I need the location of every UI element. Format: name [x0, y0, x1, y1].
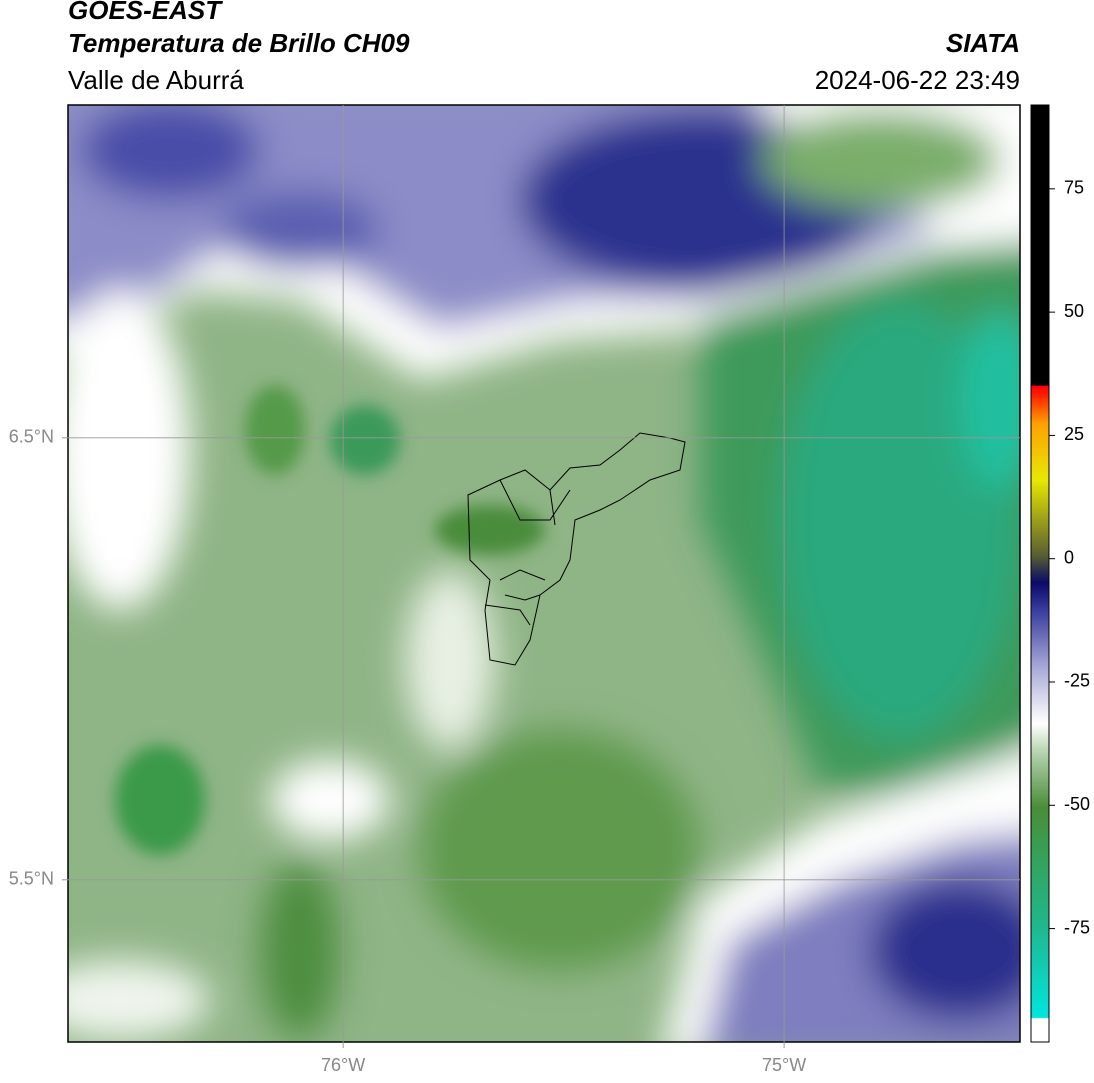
map-frame — [67, 104, 1021, 1043]
y-tick-label: 6.5°N — [9, 427, 54, 447]
colorbar-tick-label: 75 — [1064, 178, 1084, 198]
datetime: 2024-06-22 23:49 — [815, 65, 1020, 95]
colorbar-tick-label: 25 — [1064, 424, 1084, 444]
valley-boundaries — [467, 432, 686, 666]
colorbar-tick-label: 0 — [1064, 547, 1074, 567]
region: Valle de Aburrá — [68, 65, 244, 95]
subtitle: Temperatura de Brillo CH09 — [68, 28, 410, 58]
source: SIATA — [946, 28, 1020, 58]
y-tick-label: 5.5°N — [9, 869, 54, 889]
x-tick-label: 76°W — [321, 1055, 365, 1075]
satellite-image — [68, 105, 1020, 1042]
colorbar-tick-label: -25 — [1064, 671, 1090, 691]
x-tick-label: 75°W — [762, 1055, 806, 1075]
title: GOES-EAST — [68, 0, 223, 25]
colorbar-tick-label: 50 — [1064, 301, 1084, 321]
colorbar-tick-label: -50 — [1064, 794, 1090, 814]
colorbar-tick-label: -75 — [1064, 917, 1090, 937]
colorbar — [1030, 104, 1050, 1043]
